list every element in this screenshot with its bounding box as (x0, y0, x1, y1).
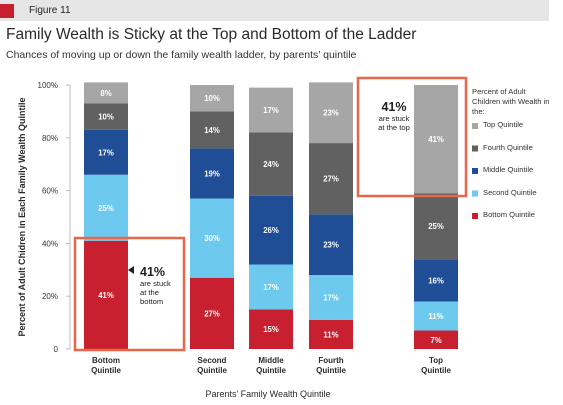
y-tick-label: 20% (42, 292, 58, 301)
y-tick-label: 80% (42, 134, 58, 143)
bar-data-label: 30% (204, 234, 220, 243)
bar-segment-fourth (84, 103, 128, 130)
bar-data-label: 11% (428, 312, 443, 321)
callout-bottom-pointer-icon (128, 266, 134, 274)
bar-segment-second (414, 301, 458, 331)
legend-label-fourth: Fourth Quintile (483, 142, 533, 152)
callout-top-line: are stuck (378, 114, 410, 123)
bar-data-label: 11% (323, 330, 338, 339)
bar-segment-second (309, 275, 353, 320)
chart-subtitle: Chances of moving up or down the family … (6, 49, 357, 61)
bar-segment-second (190, 198, 234, 278)
x-category-label: Quintile (256, 366, 286, 375)
x-axis-label: Parents’ Family Wealth Quintile (205, 389, 330, 399)
bar-segment-bottom (309, 319, 353, 349)
bar-segment-bottom (414, 330, 458, 349)
callout-bottom-line: at the (140, 288, 159, 297)
bar-segment-top (84, 82, 128, 104)
bar-data-label: 26% (263, 226, 279, 235)
chart-title: Family Wealth is Sticky at the Top and B… (6, 26, 417, 43)
callout-bottom-percent: 41% (140, 265, 166, 279)
legend-label-bottom: Bottom Quintile (483, 210, 535, 219)
legend-swatch-fourth (472, 145, 478, 152)
y-tick-label: 0 (54, 345, 59, 354)
y-tick-label: 100% (38, 81, 58, 90)
y-tick-label: 60% (42, 187, 58, 196)
bar-segment-second (84, 174, 128, 241)
bar-segment-fourth (249, 132, 293, 196)
bar-segment-fourth (190, 111, 234, 149)
bar-segment-top (249, 87, 293, 133)
bar-data-label: 17% (98, 148, 114, 157)
bar-data-label: 15% (263, 325, 279, 334)
x-category-label: Middle (258, 356, 284, 365)
bar-segment-top (309, 82, 353, 144)
bar-data-label: 27% (323, 175, 339, 184)
legend-title: Percent of Adult Children with Wealth in… (472, 87, 550, 116)
bar-segment-bottom (190, 277, 234, 349)
bar-data-label: 17% (323, 294, 339, 303)
legend-label-middle: Middle Quintile (483, 165, 534, 174)
bar-segment-middle (84, 129, 128, 175)
x-category-label: Bottom (92, 356, 120, 365)
y-axis-label: Percent of Adult Chidren in Each Family … (17, 97, 27, 336)
bar-data-label: 41% (98, 291, 114, 300)
callout-bottom-line: are stuck (140, 279, 171, 288)
legend-label-second: Second Quintile (483, 187, 537, 197)
bar-data-label: 25% (98, 204, 114, 213)
bar-data-label: 17% (263, 283, 279, 292)
figure-header-bar (0, 0, 549, 21)
bar-segment-top (414, 85, 458, 194)
x-category-label: Quintile (91, 366, 121, 375)
legend-swatch-top (472, 123, 478, 129)
bar-segment-bottom (84, 240, 128, 349)
bar-data-label: 7% (430, 336, 441, 345)
bar-segment-second (249, 264, 293, 310)
figure-accent-square (0, 4, 14, 18)
callout-bottom-line: bottom (140, 297, 164, 306)
x-category-label: Fourth (318, 356, 343, 365)
bar-segment-middle (414, 259, 458, 302)
bar-data-label: 14% (204, 126, 220, 135)
callout-top-percent: 41% (381, 100, 407, 114)
x-category-label: Second (198, 356, 227, 365)
y-tick-label: 40% (42, 239, 58, 248)
bar-data-label: 27% (204, 309, 220, 318)
x-category-label: Top (429, 356, 443, 365)
bar-data-label: 24% (263, 160, 279, 169)
x-category-label: Quintile (421, 366, 451, 375)
bar-data-label: 19% (204, 169, 220, 178)
bar-segment-bottom (249, 309, 293, 349)
bar-data-label: 23% (323, 241, 339, 250)
bar-data-label: 25% (428, 222, 444, 231)
legend-swatch-second (472, 190, 478, 197)
x-category-label: Quintile (197, 366, 227, 375)
figure-label: Figure 11 (29, 5, 71, 16)
legend-swatch-middle (472, 168, 478, 174)
bar-data-label: 10% (204, 94, 220, 103)
callout-bottom: 41% are stuck at the bottom (140, 265, 171, 306)
callout-top: 41% are stuck at the top (374, 100, 414, 132)
callout-top-line: at the top (378, 123, 410, 132)
bar-data-label: 41% (428, 135, 444, 144)
bar-segment-middle (309, 214, 353, 276)
legend-label-top: Top Quintile (483, 120, 524, 129)
x-category-label: Quintile (316, 366, 346, 375)
bar-segment-middle (190, 148, 234, 199)
bar-segment-top (190, 85, 234, 112)
bar-data-label: 17% (263, 106, 279, 115)
bar-data-label: 8% (100, 89, 111, 98)
bar-data-label: 23% (323, 109, 339, 118)
callout-bottom-box (73, 236, 186, 352)
bar-segment-fourth (414, 193, 458, 260)
bar-segment-fourth (309, 143, 353, 215)
legend-swatch-bottom (472, 213, 478, 219)
callout-top-box (356, 76, 468, 198)
bar-data-label: 10% (98, 113, 114, 122)
bar-segment-middle (249, 195, 293, 265)
bar-data-label: 16% (428, 276, 444, 285)
